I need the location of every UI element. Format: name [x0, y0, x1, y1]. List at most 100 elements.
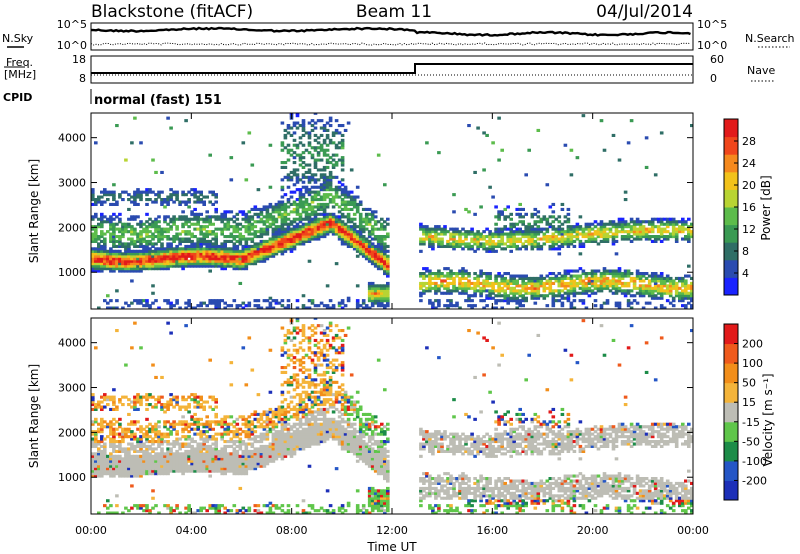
power-cell	[500, 289, 504, 293]
power-cell	[244, 242, 249, 246]
power-cell	[599, 279, 604, 283]
power-cell	[629, 225, 634, 229]
power-cell	[614, 235, 619, 239]
power-cell	[572, 239, 577, 243]
velocity-cell	[166, 442, 170, 446]
power-cell	[199, 225, 203, 229]
power-cell	[133, 257, 137, 261]
power-cell	[247, 131, 252, 135]
power-cell	[265, 227, 270, 231]
power-cell	[193, 259, 197, 263]
power-cell	[373, 257, 378, 261]
power-cell	[653, 294, 658, 298]
power-cell	[271, 237, 276, 241]
power-cell	[325, 121, 330, 125]
power-cell	[301, 222, 306, 226]
y-tick-label: 2000	[58, 221, 86, 234]
power-cell	[151, 284, 155, 288]
velocity-cell	[181, 472, 185, 476]
velocity-cell	[229, 430, 234, 434]
power-cell	[112, 252, 116, 256]
power-cell	[687, 227, 691, 231]
velocity-cell	[235, 459, 240, 463]
velocity-cell	[193, 427, 197, 431]
power-cell	[331, 306, 336, 309]
power-cell	[539, 281, 544, 285]
velocity-cell	[163, 454, 167, 458]
power-cell	[127, 259, 131, 263]
power-cell	[367, 306, 372, 309]
power-cell	[386, 262, 390, 266]
power-cell	[614, 225, 619, 229]
velocity-cell	[109, 425, 113, 429]
power-cell	[301, 200, 306, 204]
power-cell	[376, 286, 381, 290]
velocity-cell	[124, 464, 128, 468]
power-cell	[310, 235, 315, 239]
velocity-cell	[232, 457, 237, 461]
velocity-cell	[211, 457, 215, 461]
power-cell	[127, 207, 131, 211]
power-cell	[244, 239, 249, 243]
power-cell	[115, 124, 119, 128]
power-cell	[118, 249, 122, 253]
velocity-cell	[244, 442, 249, 446]
power-cell	[584, 306, 589, 309]
power-cell	[572, 284, 577, 288]
power-cell	[97, 222, 101, 226]
power-cell	[437, 227, 441, 231]
velocity-cell	[166, 435, 170, 439]
velocity-cell	[184, 324, 188, 328]
power-cell	[244, 237, 249, 241]
power-cell	[524, 274, 528, 278]
power-cell	[322, 217, 327, 221]
velocity-cell	[130, 506, 134, 510]
power-cell	[328, 124, 333, 128]
power-cell	[337, 210, 342, 214]
power-cell	[512, 230, 516, 234]
power-cell	[208, 299, 212, 303]
power-cell	[443, 274, 447, 278]
power-cell	[130, 215, 134, 219]
power-cell	[491, 289, 495, 293]
velocity-cell	[136, 467, 140, 471]
power-cell	[166, 227, 170, 231]
power-cell	[199, 254, 203, 258]
velocity-cell	[172, 454, 176, 458]
power-cell	[310, 146, 315, 150]
power-cell	[419, 291, 423, 295]
power-cell	[509, 289, 513, 293]
power-cell	[103, 262, 107, 266]
velocity-cell	[205, 435, 209, 439]
power-cell	[542, 242, 547, 246]
power-cell	[376, 220, 381, 224]
power-cell	[340, 235, 345, 239]
velocity-cell	[235, 435, 240, 439]
power-cell	[485, 249, 489, 253]
power-cell	[286, 158, 291, 162]
velocity-cell	[199, 449, 203, 453]
power-cell	[247, 232, 252, 236]
power-cell	[235, 264, 240, 268]
power-cell	[662, 235, 667, 239]
power-cell	[458, 232, 462, 236]
power-cell	[136, 257, 140, 261]
power-cell	[671, 279, 676, 283]
velocity-cell	[163, 432, 167, 436]
power-cell	[518, 202, 522, 206]
velocity-cell	[100, 427, 104, 431]
velocity-cell	[202, 405, 206, 409]
power-cell	[518, 220, 522, 224]
power-cell	[271, 207, 276, 211]
power-cell	[115, 264, 119, 268]
velocity-cell	[172, 427, 176, 431]
power-cell	[220, 249, 224, 253]
power-cell	[656, 220, 661, 224]
power-cell	[316, 202, 321, 206]
power-cell	[593, 286, 598, 290]
power-cell	[271, 254, 276, 258]
velocity-cell	[139, 442, 143, 446]
velocity-cell	[154, 427, 158, 431]
power-cell	[286, 242, 291, 246]
power-cell	[157, 247, 161, 251]
